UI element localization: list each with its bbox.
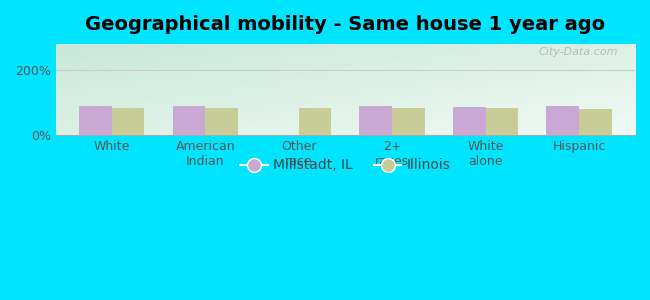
Bar <box>546 106 579 135</box>
Bar <box>298 108 332 135</box>
Bar <box>112 108 144 135</box>
Bar <box>79 106 112 135</box>
Bar <box>205 108 238 135</box>
Title: Geographical mobility - Same house 1 year ago: Geographical mobility - Same house 1 yea… <box>85 15 605 34</box>
Bar <box>579 109 612 135</box>
Bar <box>172 106 205 135</box>
Bar <box>392 108 425 135</box>
Bar <box>359 106 392 135</box>
Bar <box>486 108 518 135</box>
Legend: Millstadt, IL, Illinois: Millstadt, IL, Illinois <box>234 153 456 178</box>
Bar <box>453 107 486 135</box>
Text: City-Data.com: City-Data.com <box>538 46 617 57</box>
